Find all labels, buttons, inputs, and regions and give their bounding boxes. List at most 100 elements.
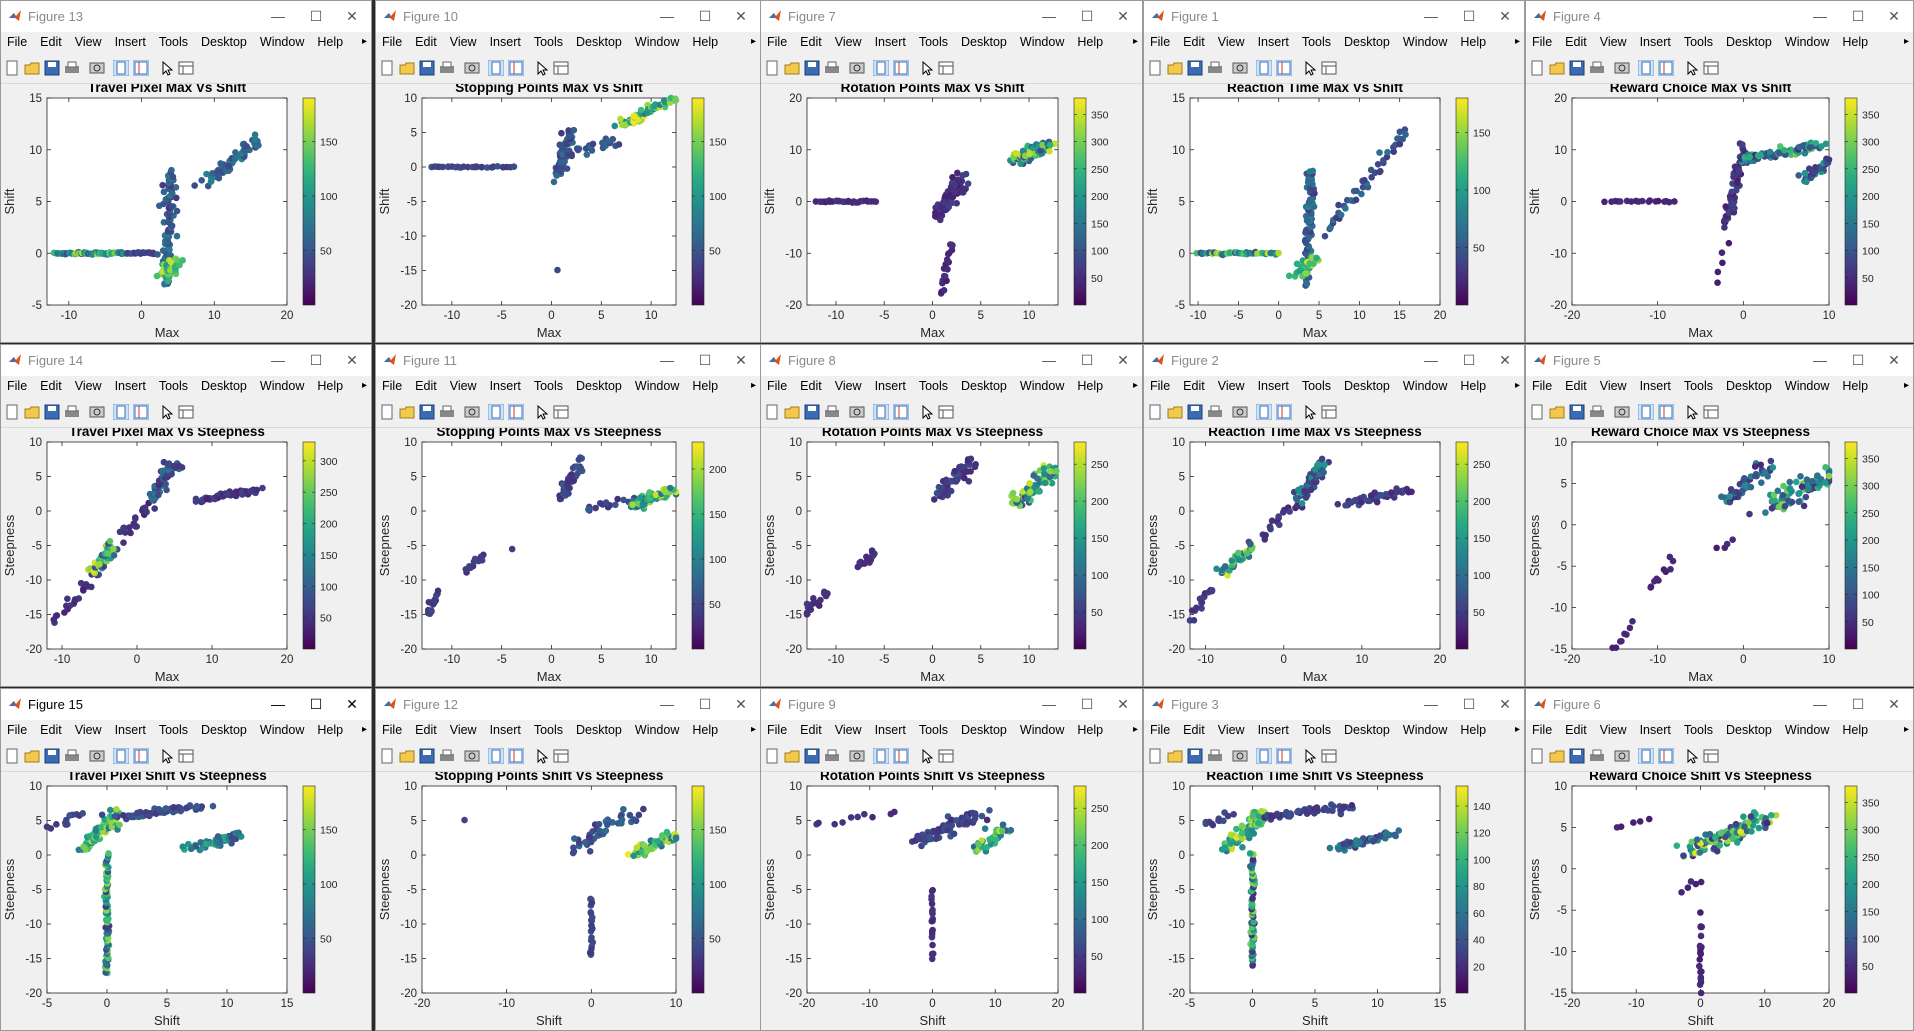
new-figure-icon[interactable] xyxy=(764,60,780,76)
edit-plot-icon[interactable] xyxy=(534,748,550,764)
property-inspector-icon[interactable] xyxy=(938,404,954,420)
menu-item-file[interactable]: File xyxy=(382,379,403,393)
menu-item-file[interactable]: File xyxy=(1150,35,1171,49)
new-figure-icon[interactable] xyxy=(1147,60,1163,76)
maximize-button[interactable]: ☐ xyxy=(309,352,323,368)
close-button[interactable]: ✕ xyxy=(1117,8,1129,24)
open-file-icon[interactable] xyxy=(784,748,800,764)
show-plot-tools-icon[interactable] xyxy=(508,60,524,76)
minimize-button[interactable]: — xyxy=(1813,8,1827,24)
property-inspector-icon[interactable] xyxy=(938,748,954,764)
menu-item-insert[interactable]: Insert xyxy=(1639,379,1671,393)
show-plot-tools-icon[interactable] xyxy=(133,60,149,76)
property-inspector-icon[interactable] xyxy=(1703,748,1719,764)
menu-item-file[interactable]: File xyxy=(767,723,788,737)
print-icon[interactable] xyxy=(439,60,455,76)
menu-item-view[interactable]: View xyxy=(1599,35,1627,49)
colorbar[interactable] xyxy=(1073,97,1087,306)
property-inspector-icon[interactable] xyxy=(553,748,569,764)
menu-item-window[interactable]: Window xyxy=(634,35,680,49)
property-inspector-icon[interactable] xyxy=(1703,404,1719,420)
menu-overflow-icon[interactable]: ▸ xyxy=(1903,36,1909,47)
property-inspector-icon[interactable] xyxy=(1321,748,1337,764)
print-icon[interactable] xyxy=(64,748,80,764)
menu-item-file[interactable]: File xyxy=(1532,35,1553,49)
menu-item-insert[interactable]: Insert xyxy=(1257,35,1289,49)
new-figure-icon[interactable] xyxy=(764,404,780,420)
close-button[interactable]: ✕ xyxy=(1117,352,1129,368)
menu-item-help[interactable]: Help xyxy=(1842,379,1869,393)
maximize-button[interactable]: ☐ xyxy=(309,696,323,712)
print-icon[interactable] xyxy=(824,748,840,764)
save-icon[interactable] xyxy=(1187,404,1203,420)
show-plot-tools-icon[interactable] xyxy=(1276,60,1292,76)
menu-item-help[interactable]: Help xyxy=(317,35,344,49)
title-bar[interactable]: Figure 7 — ☐ ✕ xyxy=(761,1,1142,32)
menu-item-file[interactable]: File xyxy=(1150,723,1171,737)
menu-item-help[interactable]: Help xyxy=(1077,723,1104,737)
menu-item-tools[interactable]: Tools xyxy=(158,35,189,49)
maximize-button[interactable]: ☐ xyxy=(1080,696,1094,712)
link-plot-icon[interactable] xyxy=(464,60,480,76)
new-figure-icon[interactable] xyxy=(379,748,395,764)
menu-item-desktop[interactable]: Desktop xyxy=(576,35,622,49)
maximize-button[interactable]: ☐ xyxy=(1462,696,1476,712)
menu-item-edit[interactable]: Edit xyxy=(1183,35,1205,49)
open-file-icon[interactable] xyxy=(1167,748,1183,764)
menu-item-view[interactable]: View xyxy=(834,35,862,49)
open-file-icon[interactable] xyxy=(1549,748,1565,764)
menu-item-view[interactable]: View xyxy=(1217,379,1245,393)
edit-plot-icon[interactable] xyxy=(159,404,175,420)
link-plot-icon[interactable] xyxy=(849,404,865,420)
property-inspector-icon[interactable] xyxy=(178,404,194,420)
menu-item-tools[interactable]: Tools xyxy=(533,379,564,393)
menu-item-view[interactable]: View xyxy=(1599,723,1627,737)
menu-item-edit[interactable]: Edit xyxy=(1183,379,1205,393)
close-button[interactable]: ✕ xyxy=(735,352,747,368)
menu-item-tools[interactable]: Tools xyxy=(1301,379,1332,393)
edit-plot-icon[interactable] xyxy=(159,748,175,764)
figure-window[interactable]: Figure 6 — ☐ ✕ File Edit View Insert Tools Deskto… xyxy=(1525,688,1914,1031)
property-inspector-icon[interactable] xyxy=(553,404,569,420)
menu-item-tools[interactable]: Tools xyxy=(158,723,189,737)
save-icon[interactable] xyxy=(804,404,820,420)
property-inspector-icon[interactable] xyxy=(1321,404,1337,420)
menu-item-insert[interactable]: Insert xyxy=(1257,379,1289,393)
minimize-button[interactable]: — xyxy=(660,8,674,24)
edit-plot-icon[interactable] xyxy=(919,748,935,764)
edit-plot-icon[interactable] xyxy=(1684,60,1700,76)
link-plot-icon[interactable] xyxy=(464,404,480,420)
new-figure-icon[interactable] xyxy=(4,60,20,76)
maximize-button[interactable]: ☐ xyxy=(1851,696,1865,712)
show-plot-tools-icon[interactable] xyxy=(893,404,909,420)
colorbar[interactable] xyxy=(1073,441,1087,650)
menu-item-window[interactable]: Window xyxy=(1402,379,1448,393)
maximize-button[interactable]: ☐ xyxy=(698,8,712,24)
menu-item-window[interactable]: Window xyxy=(634,379,680,393)
save-icon[interactable] xyxy=(1569,404,1585,420)
save-icon[interactable] xyxy=(1569,748,1585,764)
show-plot-tools-icon[interactable] xyxy=(1276,748,1292,764)
open-file-icon[interactable] xyxy=(1167,404,1183,420)
menu-overflow-icon[interactable]: ▸ xyxy=(1132,36,1138,47)
link-plot-icon[interactable] xyxy=(464,748,480,764)
open-file-icon[interactable] xyxy=(784,404,800,420)
close-button[interactable]: ✕ xyxy=(1499,696,1511,712)
menu-item-insert[interactable]: Insert xyxy=(1639,35,1671,49)
edit-plot-icon[interactable] xyxy=(1684,748,1700,764)
open-file-icon[interactable] xyxy=(24,748,40,764)
save-icon[interactable] xyxy=(804,748,820,764)
menu-overflow-icon[interactable]: ▸ xyxy=(361,380,367,391)
title-bar[interactable]: Figure 9 — ☐ ✕ xyxy=(761,689,1142,720)
figure-window[interactable]: Figure 12 — ☐ ✕ File Edit View Insert Tools Deskt… xyxy=(375,688,761,1031)
edit-plot-icon[interactable] xyxy=(534,404,550,420)
colorbar[interactable] xyxy=(691,785,705,994)
menu-item-help[interactable]: Help xyxy=(1077,379,1104,393)
menu-item-view[interactable]: View xyxy=(834,723,862,737)
show-plot-tools-icon[interactable] xyxy=(133,404,149,420)
menu-overflow-icon[interactable]: ▸ xyxy=(361,36,367,47)
maximize-button[interactable]: ☐ xyxy=(1851,352,1865,368)
show-plot-tools-icon[interactable] xyxy=(893,748,909,764)
minimize-button[interactable]: — xyxy=(1042,696,1056,712)
menu-item-view[interactable]: View xyxy=(449,723,477,737)
